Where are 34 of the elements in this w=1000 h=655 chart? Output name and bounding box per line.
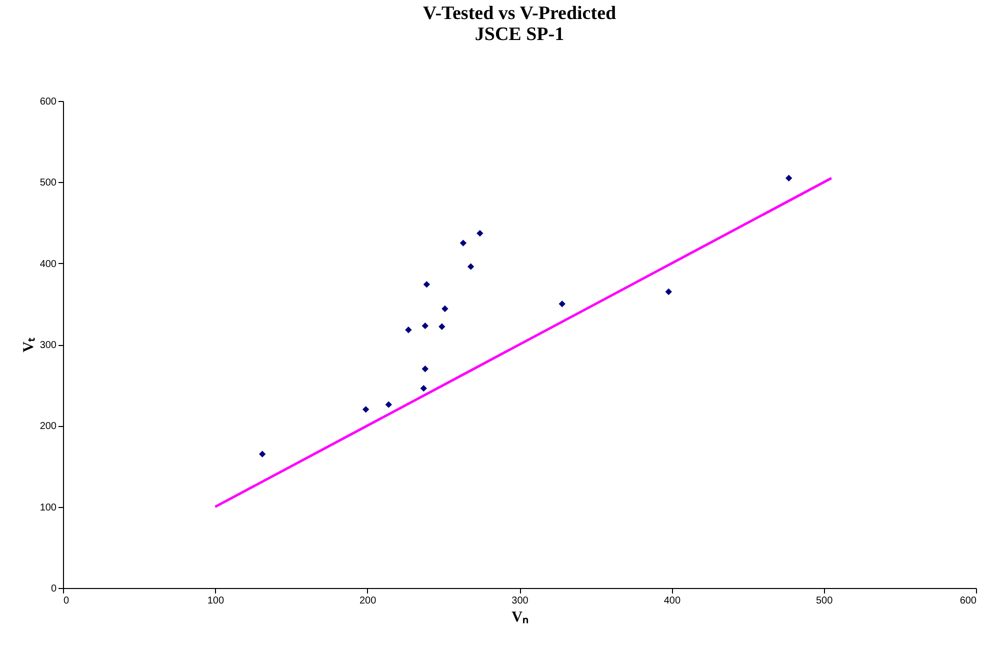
point <box>785 174 792 182</box>
point <box>460 240 467 246</box>
y-tick-label: 400 <box>40 258 57 270</box>
x-tick-label: 400 <box>664 596 681 606</box>
y-tick-label: 500 <box>40 178 57 189</box>
point <box>438 323 446 330</box>
point <box>258 450 266 458</box>
point <box>385 401 392 408</box>
x-tick-label: 200 <box>359 596 377 606</box>
y-tick-label: 600 <box>40 96 57 108</box>
x-tick-label: 100 <box>207 596 224 606</box>
point <box>476 230 484 237</box>
point <box>558 300 566 308</box>
y-axis-title: Vₜ <box>20 338 37 352</box>
point <box>422 322 429 330</box>
y-tick-label: 200 <box>40 421 57 432</box>
y-tick-label: 300 <box>40 340 57 351</box>
point <box>442 305 448 312</box>
point <box>467 263 474 270</box>
point <box>422 365 429 372</box>
chart-title: V-Tested vs V-Predicted <box>422 3 616 24</box>
point <box>362 406 370 413</box>
point <box>423 281 430 288</box>
y-tick-label: 100 <box>40 502 57 514</box>
x-tick-label: 0 <box>64 596 70 606</box>
x-axis-title: Vₙ <box>512 610 528 626</box>
point <box>405 326 412 334</box>
x-tick-label: 300 <box>512 596 529 606</box>
point <box>420 384 427 392</box>
x-tick-label: 500 <box>816 596 834 606</box>
point <box>665 288 672 296</box>
y-tick-label: 0 <box>50 584 57 594</box>
x-tick-label: 600 <box>960 596 977 606</box>
chart-subtitle: JSCE SP-1 <box>474 24 564 45</box>
